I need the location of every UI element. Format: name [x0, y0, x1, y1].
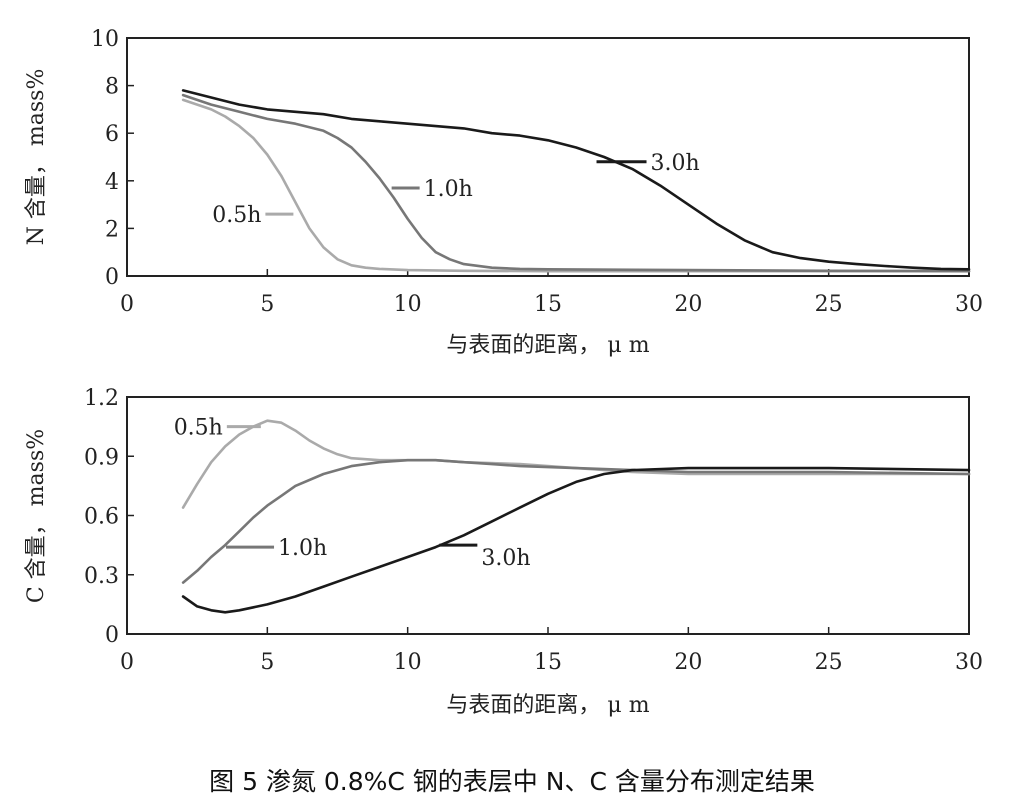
- nitrogen-y-tick-label: 4: [105, 170, 119, 195]
- figure-caption: 图 5 渗氮 0.8%C 钢的表层中 N、C 含量分布测定结果: [209, 767, 815, 796]
- nitrogen-x-tick-label: 10: [394, 292, 422, 317]
- nitrogen-x-tick-label: 5: [260, 292, 274, 317]
- carbon-x-axis-label: 与表面的距离， μ m: [446, 693, 649, 718]
- carbon-y-tick-label: 1.2: [84, 386, 119, 411]
- nitrogen-series-30h-line: [181, 89, 971, 271]
- nitrogen-y-tick-label: 2: [105, 217, 119, 242]
- nitrogen-x-tick-label: 0: [120, 292, 134, 317]
- carbon-annotation-label: 1.0h: [278, 536, 327, 561]
- nitrogen-series-05h-line: [181, 98, 971, 273]
- nitrogen-y-axis-label: N 含量， mass%: [24, 69, 49, 246]
- nitrogen-y-tick-label: 10: [91, 27, 119, 52]
- carbon-series-30h-line: [181, 466, 971, 614]
- carbon-chart: 0 5 10 15 20 25 30 00.30.60.91.2 0.5h1.0h 3.0h …: [24, 386, 983, 718]
- carbon-annotations: 0.5h 1.0h 3.0h: [174, 416, 531, 572]
- nitrogen-x-tick-label: 20: [674, 292, 702, 317]
- carbon-series-05h-line: [181, 419, 971, 509]
- carbon-x-ticks: 0 5 10 15 20 25 30: [120, 627, 983, 675]
- carbon-x-tick-label: 30: [955, 650, 983, 675]
- carbon-x-tick-label: 15: [534, 650, 562, 675]
- carbon-annotation-label: 3.0h: [481, 546, 530, 571]
- carbon-x-tick-label: 20: [674, 650, 702, 675]
- carbon-x-tick-label: 5: [260, 650, 274, 675]
- nitrogen-y-tick-label: 6: [105, 122, 119, 147]
- nitrogen-annotation-label: 0.5h: [212, 203, 261, 228]
- nitrogen-x-tick-label: 25: [815, 292, 843, 317]
- nitrogen-chart: 0 5 10 15 20 25 30 0 2 4 6 8 10 0.5h 1.0h 3.0h 与表面的距离…: [24, 27, 983, 358]
- nitrogen-y-tick-label: 8: [105, 75, 119, 100]
- nitrogen-y-tick-label: 0: [105, 265, 119, 290]
- nitrogen-y-ticks: 0 2 4 6 8 10: [91, 27, 134, 290]
- nitrogen-x-ticks: 0 5 10 15 20 25 30: [120, 269, 983, 317]
- nitrogen-x-tick-label: 15: [534, 292, 562, 317]
- carbon-x-tick-label: 25: [815, 650, 843, 675]
- carbon-y-axis-label: C 含量， mass%: [24, 429, 49, 603]
- carbon-x-tick-label: 10: [394, 650, 422, 675]
- carbon-series: [181, 419, 971, 614]
- carbon-y-tick-label: 0.3: [84, 564, 119, 589]
- carbon-y-tick-label: 0: [105, 623, 119, 648]
- carbon-y-ticks: 0 0.3 0.6 0.9 1.2: [84, 386, 134, 648]
- nitrogen-plot-frame: [126, 37, 970, 277]
- nitrogen-annotation-label: 1.0h: [424, 177, 473, 202]
- carbon-annotation-label: 0.5h: [174, 416, 223, 441]
- nitrogen-series: [181, 89, 971, 273]
- nitrogen-series-10h-line: [181, 93, 971, 273]
- nitrogen-x-axis-label: 与表面的距离， μ m: [446, 333, 649, 358]
- carbon-series-10h-line: [181, 458, 971, 584]
- carbon-y-tick-label: 0.6: [84, 505, 119, 530]
- carbon-y-tick-label: 0.9: [84, 445, 119, 470]
- nitrogen-annotation-label: 3.0h: [651, 151, 700, 176]
- nitrogen-annotations: 0.5h 1.0h 3.0h: [212, 151, 699, 228]
- nitrogen-x-tick-label: 30: [955, 292, 983, 317]
- carbon-x-tick-label: 0: [120, 650, 134, 675]
- carbon-plot-frame: [126, 396, 970, 635]
